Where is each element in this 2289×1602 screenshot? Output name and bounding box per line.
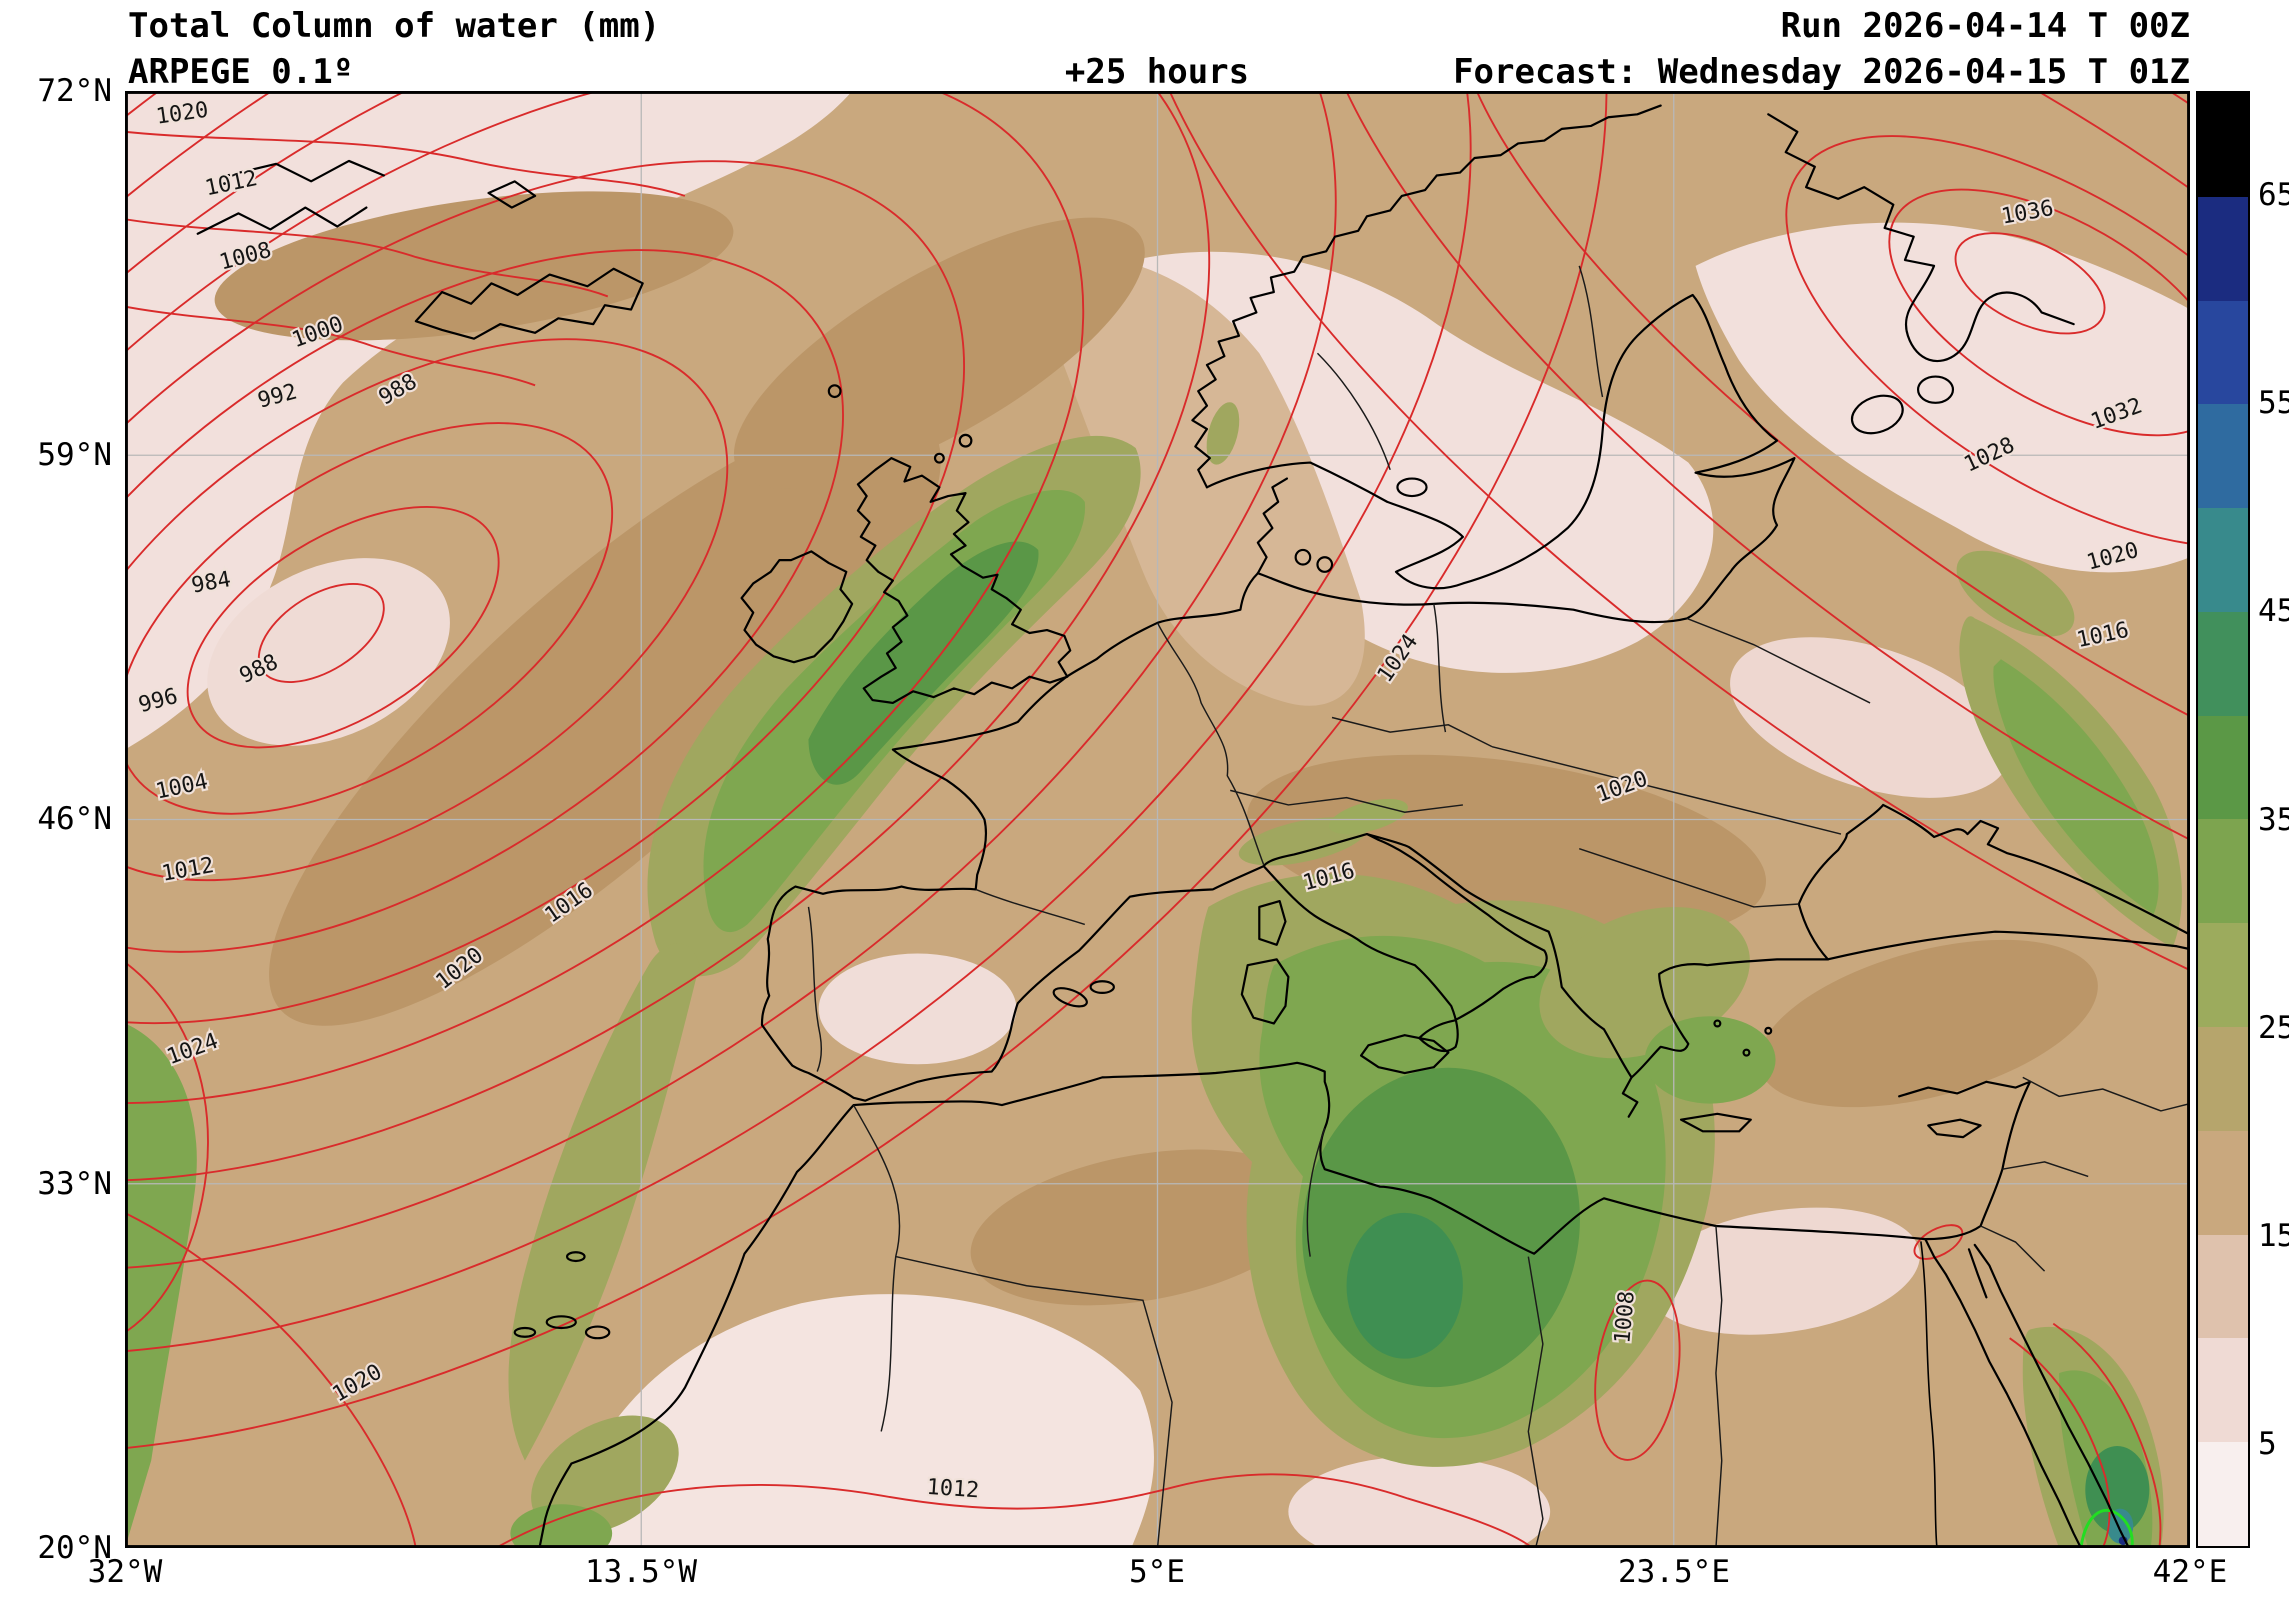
y-tick-label: 72°N xyxy=(37,73,112,109)
colorbar-tick-label: 35 xyxy=(2258,801,2289,838)
colorbar-segment xyxy=(2198,93,2248,197)
country-borders xyxy=(807,265,2190,1548)
colorbar-segment xyxy=(2198,1338,2248,1443)
y-tick-label: 33°N xyxy=(37,1166,112,1202)
colorbar-ticks: 65 55 45 35 25 15 5 xyxy=(2258,91,2289,1548)
green-contour xyxy=(2079,1508,2134,1548)
map-frame xyxy=(125,91,2190,1548)
colorbar-segment xyxy=(2198,819,2248,924)
model-label: ARPEGE 0.1º xyxy=(128,52,354,92)
colorbar-segment xyxy=(2198,715,2248,820)
forecast-label: Forecast: Wednesday 2026-04-15 T 01Z xyxy=(1453,52,2190,92)
y-tick-label: 20°N xyxy=(37,1530,112,1566)
isobar-value-label: 984 xyxy=(190,567,233,598)
map-canvas: 1020 1012 1008 1000 992 988 984 988 996 1004 1012 1… xyxy=(125,91,2190,1548)
x-tick-label: 13.5°W xyxy=(585,1554,697,1590)
lead-time-label: +25 hours xyxy=(1064,52,1250,92)
colorbar-tick-label: 5 xyxy=(2258,1425,2277,1462)
isobar-value-label: 1008 xyxy=(1610,1290,1639,1345)
isobar-value-label: 1012 xyxy=(926,1475,980,1504)
x-tick-label: 42°E xyxy=(2152,1554,2228,1590)
colorbar-tick-label: 45 xyxy=(2258,593,2289,630)
colorbar-segment xyxy=(2198,300,2248,405)
colorbar xyxy=(2196,91,2250,1548)
colorbar-segment xyxy=(2198,1442,2248,1546)
colorbar-segment xyxy=(2198,508,2248,612)
isobars xyxy=(125,91,2190,1548)
colorbar-segment xyxy=(2198,923,2248,1028)
colorbar-segment xyxy=(2198,1130,2248,1235)
colorbar-tick-label: 15 xyxy=(2258,1217,2289,1254)
colorbar-tick-label: 25 xyxy=(2258,1009,2289,1046)
y-tick-label: 59°N xyxy=(37,437,112,473)
x-tick-label: 5°E xyxy=(1129,1554,1185,1590)
colorbar-segment xyxy=(2198,1234,2248,1339)
colorbar-segment xyxy=(2198,404,2248,509)
run-label: Run 2026-04-14 T 00Z xyxy=(1780,6,2190,46)
colorbar-segment xyxy=(2198,196,2248,301)
figure-title: Total Column of water (mm) xyxy=(128,6,661,46)
y-tick-label: 46°N xyxy=(37,801,112,837)
x-tick-label: 32°W xyxy=(87,1554,163,1590)
colorbar-segment xyxy=(2198,611,2248,716)
colorbar-segment xyxy=(2198,1027,2248,1131)
coastlines xyxy=(196,104,2190,1548)
x-tick-label: 23.5°E xyxy=(1618,1554,1730,1590)
colorbar-tick-label: 65 xyxy=(2258,177,2289,214)
colorbar-tick-label: 55 xyxy=(2258,385,2289,422)
